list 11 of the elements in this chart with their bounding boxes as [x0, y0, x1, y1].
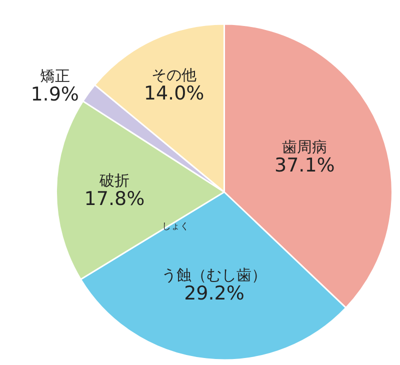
slice-label: 矯正 — [40, 66, 70, 85]
slice-label: 歯周病 — [282, 138, 328, 156]
slice-label: う蝕（むし歯） — [162, 266, 267, 284]
data-label: 1.9% — [30, 83, 79, 106]
data-label: 29.2% — [184, 282, 244, 304]
data-label: 14.0% — [144, 82, 204, 105]
data-label: 17.8% — [84, 188, 145, 210]
data-label: 37.1% — [274, 154, 335, 177]
slice-label: その他 — [152, 66, 197, 84]
slice-label: 破折 — [98, 171, 130, 190]
text: しょく — [162, 222, 189, 232]
